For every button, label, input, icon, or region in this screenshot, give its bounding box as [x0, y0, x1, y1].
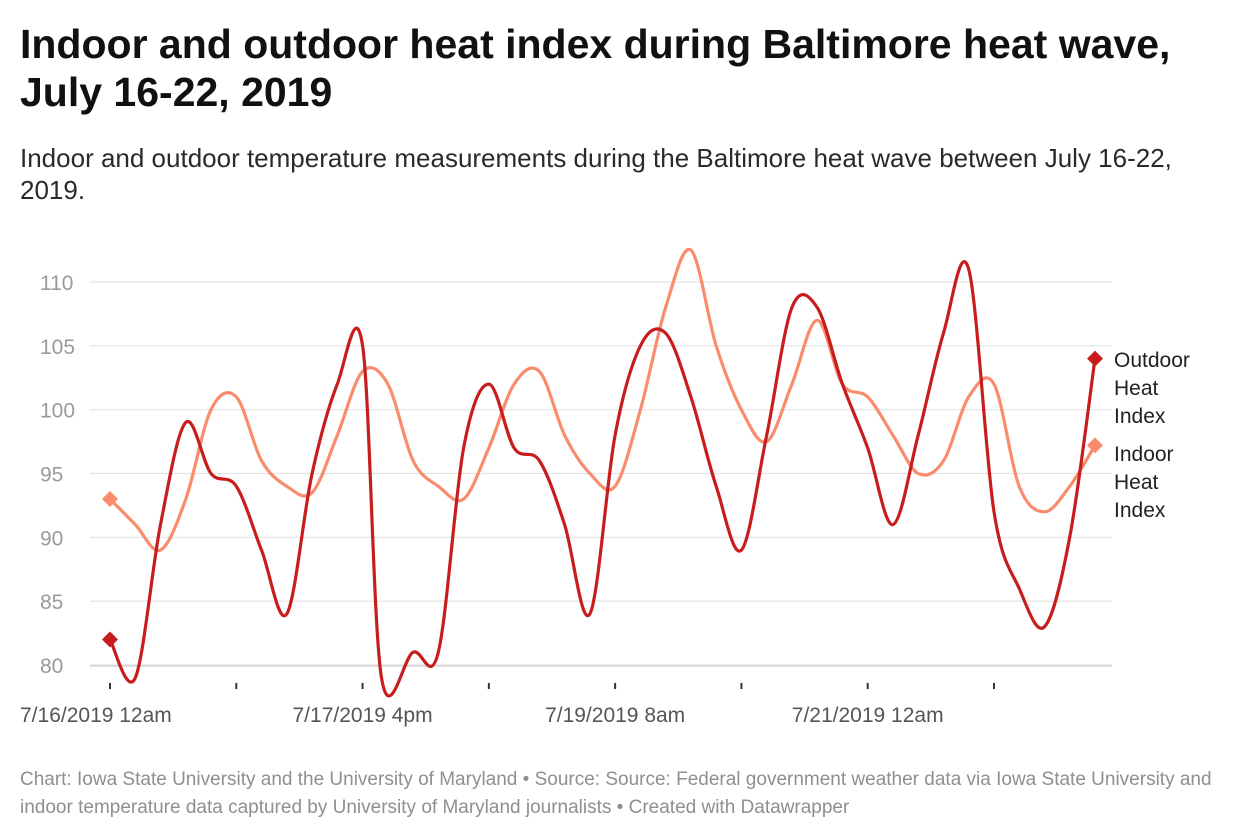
- series-lines: [108, 247, 1097, 698]
- outdoor-heat-index-legend-label: Heat: [1114, 377, 1159, 400]
- indoor-heat-index-legend-label: Indoor: [1114, 443, 1174, 466]
- x-tick-label: 7/19/2019 8am: [545, 704, 685, 727]
- y-tick-label: 80: [40, 655, 63, 678]
- indoor-heat-index-legend-label: Index: [1114, 499, 1166, 522]
- y-tick-label: 95: [40, 464, 63, 487]
- indoor-heat-index-start-marker: [102, 491, 118, 508]
- outdoor-heat-index-end-marker: [1087, 350, 1103, 367]
- indoor-heat-index-legend-label: Heat: [1114, 471, 1159, 494]
- y-tick-label: 90: [40, 527, 63, 550]
- line-chart: 80 85 90 95 100 105 110 7/16/2019 12am 7/17/201…: [20, 247, 1190, 727]
- indoor-heat-index-line: [108, 247, 1097, 553]
- x-tick-label: 7/17/2019 4pm: [293, 704, 433, 727]
- y-tick-label: 100: [40, 400, 75, 423]
- x-tick-label: 7/16/2019 12am: [20, 704, 172, 727]
- x-axis: 7/16/2019 12am 7/17/2019 4pm 7/19/2019 8am…: [20, 665, 1112, 727]
- x-tick-label: 7/21/2019 12am: [792, 704, 944, 727]
- y-tick-label: 110: [40, 272, 73, 295]
- inline-legend: Outdoor Heat Index Indoor Heat Index: [1114, 349, 1190, 522]
- outdoor-heat-index-start-marker: [102, 631, 118, 648]
- series-markers: [102, 350, 1103, 648]
- y-tick-label: 105: [40, 336, 75, 359]
- chart-footer: Chart: Iowa State University and the Uni…: [20, 769, 1212, 818]
- chart-subtitle: Indoor and outdoor temperature measureme…: [20, 143, 1172, 205]
- outdoor-heat-index-legend-label: Outdoor: [1114, 349, 1190, 372]
- chart-title: Indoor and outdoor heat index during Bal…: [20, 21, 1171, 115]
- y-tick-label: 85: [40, 591, 63, 614]
- gridlines: 80 85 90 95 100 105 110: [40, 272, 1112, 678]
- outdoor-heat-index-line: [108, 260, 1097, 698]
- outdoor-heat-index-legend-label: Index: [1114, 405, 1166, 428]
- indoor-heat-index-end-marker: [1087, 437, 1103, 454]
